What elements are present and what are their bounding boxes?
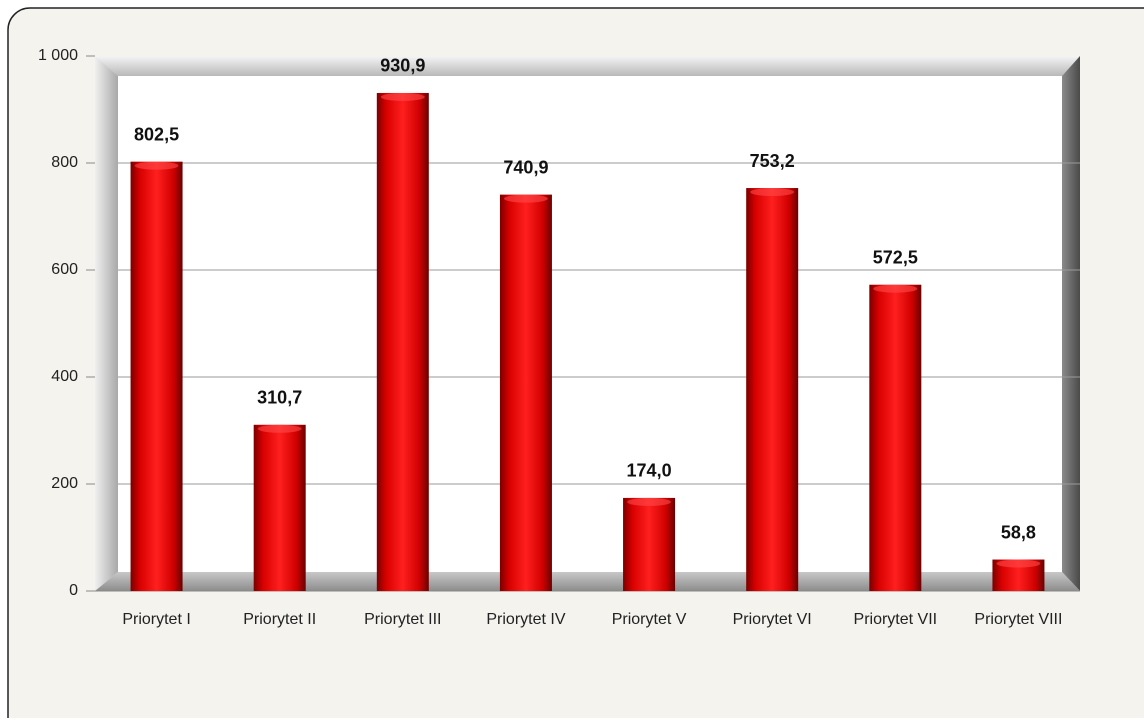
x-tick-label: Priorytet I bbox=[122, 611, 190, 628]
bar bbox=[253, 424, 306, 591]
bar bbox=[499, 194, 552, 591]
x-tick-label: Priorytet VII bbox=[854, 611, 938, 628]
x-tick-label: Priorytet VI bbox=[733, 611, 812, 628]
bar bbox=[869, 284, 922, 591]
x-tick-label: Priorytet VIII bbox=[974, 611, 1062, 628]
wall-top bbox=[95, 56, 1080, 76]
bar-cap bbox=[750, 188, 795, 197]
value-label: 930,9 bbox=[380, 56, 425, 76]
value-label: 802,5 bbox=[134, 124, 179, 144]
value-label: 572,5 bbox=[873, 247, 918, 267]
bar-cap bbox=[503, 194, 548, 203]
wall-left bbox=[95, 56, 118, 591]
wall-right bbox=[1062, 56, 1080, 591]
value-label: 310,7 bbox=[257, 388, 302, 408]
value-label: 58,8 bbox=[1001, 522, 1036, 542]
y-tick-label: 400 bbox=[51, 368, 78, 385]
bar bbox=[746, 188, 799, 591]
y-tick-label: 0 bbox=[69, 582, 78, 599]
x-tick-label: Priorytet V bbox=[612, 611, 687, 628]
bar bbox=[130, 161, 183, 591]
x-tick-label: Priorytet II bbox=[243, 611, 316, 628]
x-tick-label: Priorytet IV bbox=[486, 611, 565, 628]
value-label: 753,2 bbox=[750, 151, 795, 171]
bar-cap bbox=[257, 424, 302, 433]
bar bbox=[623, 497, 676, 591]
bar-cap bbox=[380, 92, 425, 101]
bar bbox=[376, 92, 429, 591]
y-tick-label: 1 000 bbox=[38, 47, 78, 64]
bar-cap bbox=[134, 161, 179, 170]
y-tick-label: 800 bbox=[51, 154, 78, 171]
floor bbox=[95, 572, 1080, 591]
bar-cap bbox=[873, 284, 918, 293]
bar-cap bbox=[996, 559, 1041, 568]
bar-cap bbox=[627, 497, 672, 506]
y-tick-label: 600 bbox=[51, 261, 78, 278]
value-label: 740,9 bbox=[503, 157, 548, 177]
x-tick-label: Priorytet III bbox=[364, 611, 441, 628]
value-label: 174,0 bbox=[627, 461, 672, 481]
y-tick-label: 200 bbox=[51, 475, 78, 492]
